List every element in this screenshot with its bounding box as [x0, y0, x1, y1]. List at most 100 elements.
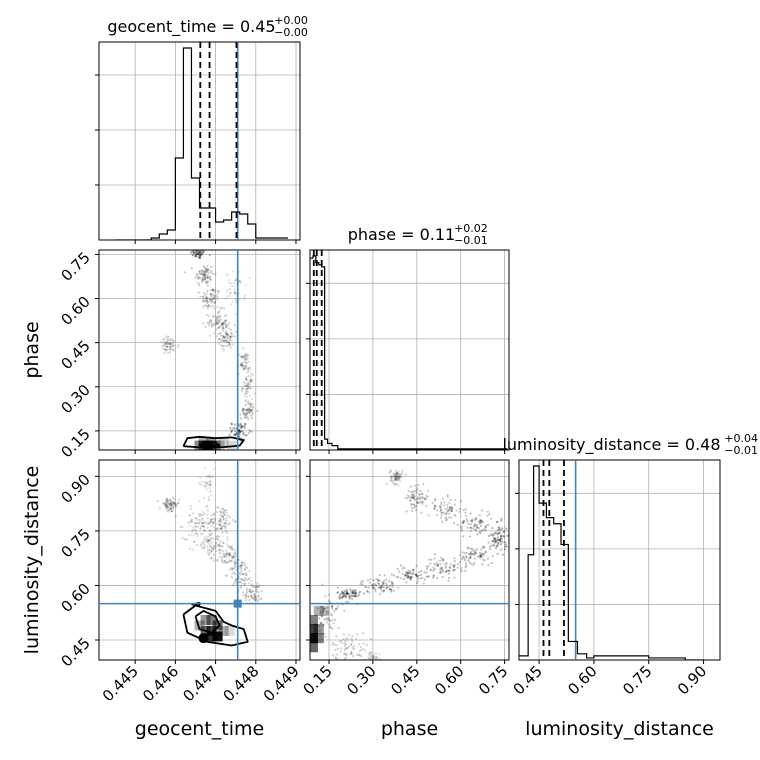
sample-point: [204, 486, 207, 489]
y-tick-label: 0.90: [57, 470, 93, 506]
sample-point: [203, 271, 206, 274]
sample-point: [390, 590, 393, 593]
sample-point: [245, 362, 248, 365]
sample-point: [427, 558, 430, 561]
sample-point: [212, 289, 215, 292]
sample-point: [343, 652, 346, 655]
sample-point: [472, 527, 475, 530]
sample-point: [212, 547, 215, 550]
sample-point: [245, 395, 248, 398]
sample-point: [246, 354, 250, 357]
sample-point: [232, 555, 235, 558]
sample-point: [408, 571, 411, 574]
sample-point: [231, 557, 234, 560]
sample-point: [397, 470, 400, 473]
sample-point: [397, 476, 400, 480]
sample-point: [348, 645, 351, 648]
sample-point: [197, 250, 201, 253]
sample-point: [209, 293, 212, 296]
sample-point: [412, 493, 415, 496]
sample-point: [239, 578, 242, 581]
title-value: phase = 0.11: [348, 225, 455, 244]
sample-point: [166, 339, 169, 342]
sample-point: [221, 322, 224, 326]
sample-point: [209, 289, 212, 292]
sample-point: [373, 657, 376, 660]
sample-point: [240, 566, 243, 569]
sample-point: [208, 490, 211, 493]
sample-point: [205, 481, 208, 484]
sample-point: [248, 367, 251, 370]
sample-point: [327, 611, 330, 614]
sample-point: [219, 315, 222, 318]
sample-point: [504, 545, 507, 548]
sample-point: [248, 588, 251, 591]
sample-point: [241, 409, 244, 413]
sample-point: [335, 634, 338, 638]
density-cell: [206, 615, 217, 625]
sample-point: [444, 565, 447, 568]
sample-point: [208, 539, 211, 543]
sample-point: [165, 345, 169, 348]
sample-point: [345, 591, 348, 594]
sample-point: [222, 336, 225, 339]
sample-point: [206, 284, 209, 287]
sample-point: [218, 315, 221, 318]
sample-point: [215, 510, 218, 514]
sample-point: [250, 380, 253, 383]
sample-point: [211, 298, 214, 301]
sample-point: [439, 568, 442, 571]
sample-point: [372, 585, 375, 588]
sample-point: [166, 345, 169, 348]
sample-point: [222, 518, 225, 522]
x-tick-label: 0.448: [220, 662, 263, 705]
sample-point: [208, 539, 211, 542]
sample-point: [496, 544, 499, 547]
sample-point: [415, 491, 418, 494]
x-axis-label-phase: phase: [381, 718, 438, 740]
sample-point: [225, 333, 229, 337]
sample-point: [460, 557, 463, 560]
sample-point: [473, 561, 476, 564]
sample-point: [331, 614, 334, 617]
sample-point: [221, 511, 224, 514]
density-peak: [202, 440, 213, 451]
sample-point: [336, 605, 340, 608]
sample-point: [480, 519, 483, 522]
sample-point: [169, 503, 172, 506]
truth-marker: [233, 599, 242, 608]
sample-point: [420, 492, 423, 495]
sample-point: [168, 348, 171, 351]
sample-point: [426, 575, 429, 578]
sample-point: [199, 526, 202, 530]
sample-point: [239, 281, 242, 284]
sample-point: [439, 571, 442, 574]
sample-point: [223, 307, 226, 310]
sample-point: [441, 569, 444, 572]
sample-point: [234, 279, 237, 282]
sample-point: [411, 573, 414, 576]
sample-point: [244, 364, 247, 367]
sample-point: [221, 323, 224, 326]
sample-point: [472, 549, 475, 553]
sample-point: [202, 250, 205, 253]
sample-point: [196, 252, 199, 256]
sample-point: [396, 479, 399, 482]
sample-point: [170, 502, 173, 505]
sample-point: [500, 519, 503, 522]
sample-point: [372, 579, 375, 582]
sample-point: [156, 500, 159, 503]
sample-point: [449, 499, 452, 502]
sample-point: [456, 563, 459, 566]
sample-point: [481, 529, 484, 532]
sample-point: [243, 381, 246, 384]
sample-point: [400, 473, 403, 476]
sample-point: [481, 563, 484, 566]
sample-point: [163, 351, 166, 354]
sample-point: [167, 503, 170, 506]
sample-point: [233, 572, 237, 575]
sample-point: [441, 570, 444, 573]
sample-point: [198, 256, 201, 259]
sample-point: [205, 540, 208, 544]
